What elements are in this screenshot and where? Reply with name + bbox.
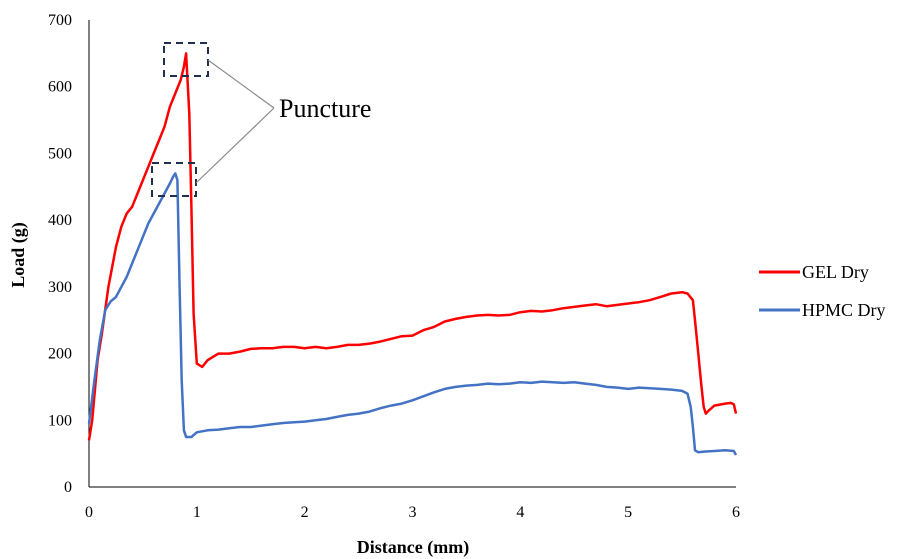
y-tick-labels: 0 100 200 300 400 500 600 700 bbox=[48, 12, 72, 496]
x-tick-label: 6 bbox=[732, 504, 740, 521]
x-tick-labels: 0 1 2 3 4 5 6 bbox=[85, 504, 740, 521]
legend: GEL Dry HPMC Dry bbox=[759, 262, 886, 320]
puncture-leader-gel bbox=[207, 59, 275, 109]
y-tick-label: 0 bbox=[64, 479, 72, 496]
puncture-label: Puncture bbox=[279, 94, 371, 123]
y-tick-label: 600 bbox=[48, 79, 72, 96]
y-tick-label: 100 bbox=[48, 412, 72, 429]
series-line-hpmc-dry bbox=[87, 172, 738, 456]
y-tick-label: 400 bbox=[48, 212, 72, 229]
legend-label-hpmc-dry: HPMC Dry bbox=[802, 300, 886, 320]
y-tick-label: 700 bbox=[48, 12, 72, 29]
x-tick-label: 2 bbox=[301, 504, 309, 521]
puncture-box-gel bbox=[163, 42, 209, 77]
x-tick-label: 3 bbox=[409, 504, 417, 521]
series-line-gel-dry bbox=[87, 52, 738, 441]
x-tick-label: 0 bbox=[85, 504, 93, 521]
y-tick-label: 300 bbox=[48, 279, 72, 296]
y-tick-label: 500 bbox=[48, 145, 72, 162]
x-axis-title: Distance (mm) bbox=[357, 537, 469, 558]
legend-label-gel-dry: GEL Dry bbox=[802, 262, 869, 282]
x-tick-label: 1 bbox=[193, 504, 201, 521]
x-tick-label: 5 bbox=[624, 504, 632, 521]
y-axis-title: Load (g) bbox=[8, 222, 29, 288]
x-tick-label: 4 bbox=[516, 504, 524, 521]
puncture-leader-hpmc bbox=[195, 107, 275, 184]
y-tick-label: 200 bbox=[48, 346, 72, 363]
puncture-box-hpmc bbox=[151, 162, 197, 197]
series-group bbox=[87, 52, 738, 456]
